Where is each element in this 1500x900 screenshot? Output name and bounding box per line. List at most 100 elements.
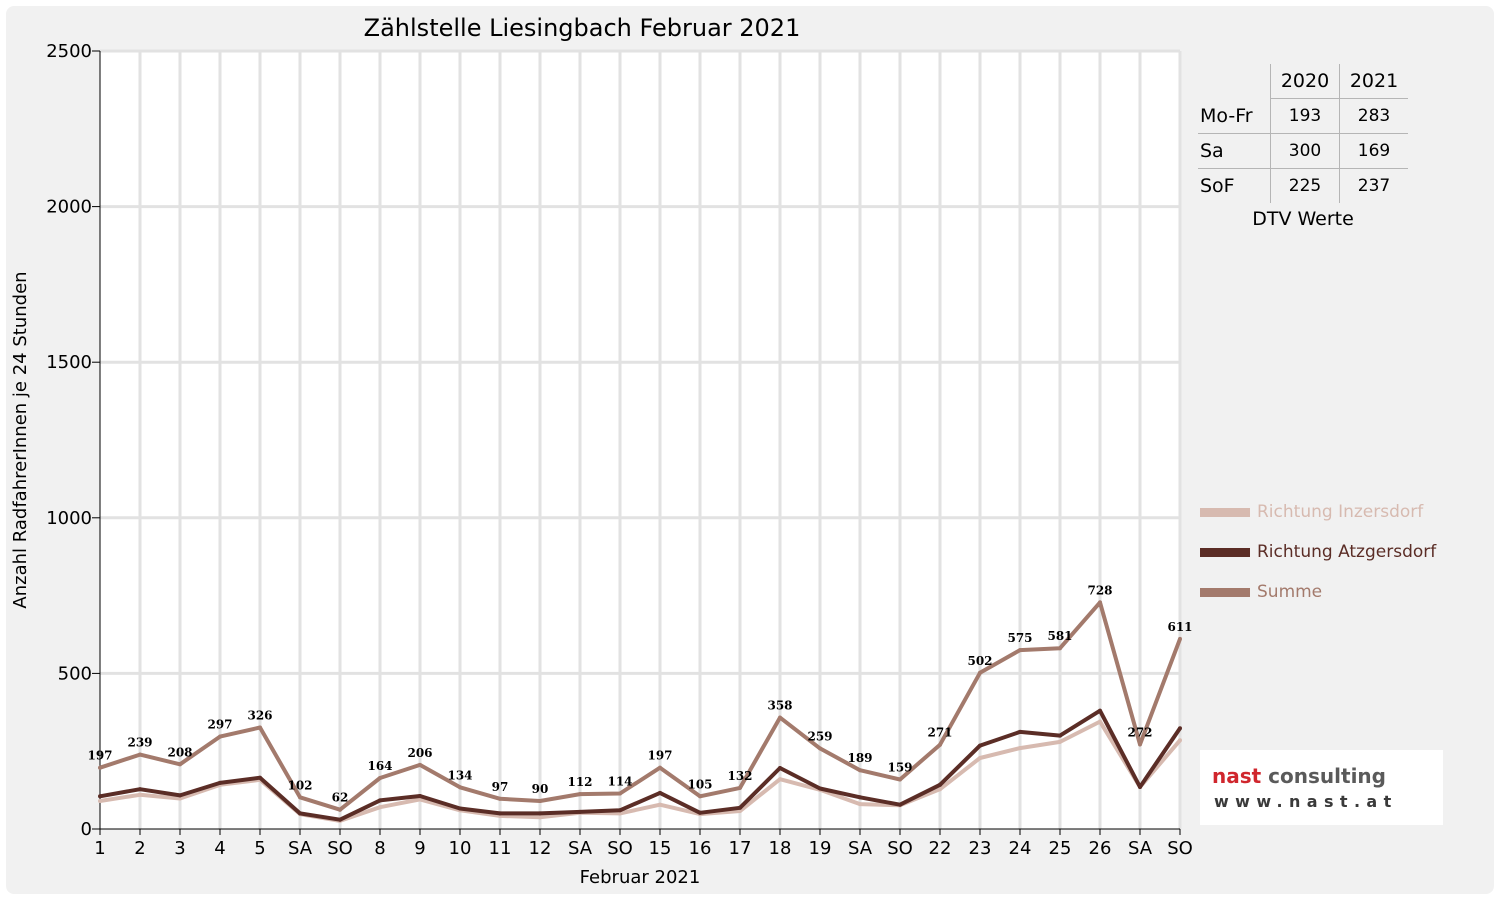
dtv-row-label: Sa <box>1198 133 1271 169</box>
x-tick-label: 15 <box>649 838 672 859</box>
dtv-cell: 283 <box>1339 98 1408 134</box>
logo-url: www.nast.at <box>1214 792 1398 811</box>
x-tick-label: 3 <box>174 838 185 859</box>
data-point <box>418 762 422 767</box>
data-point <box>1098 708 1102 713</box>
data-point <box>178 762 182 767</box>
data-point <box>138 787 142 792</box>
dtv-row-label: Mo-Fr <box>1198 98 1271 134</box>
legend-label: Summe <box>1257 582 1323 602</box>
data-point <box>698 794 702 799</box>
data-point <box>778 766 782 770</box>
dtv-table: 2020 2021 Mo-Fr 193 283 Sa 300 169 SoF 2… <box>1198 64 1408 203</box>
x-tick-label: 10 <box>449 838 472 859</box>
data-point <box>258 775 262 780</box>
y-tick-label: 1500 <box>46 352 92 373</box>
data-point <box>498 796 502 801</box>
data-label: 112 <box>567 775 592 789</box>
dtv-cell: 169 <box>1339 133 1408 169</box>
data-point <box>538 815 542 820</box>
data-point <box>898 802 902 807</box>
data-point <box>98 794 102 799</box>
data-point <box>98 799 102 803</box>
data-label: 132 <box>727 769 752 783</box>
x-tick-label: 25 <box>1049 838 1072 859</box>
x-tick-label: SA <box>848 838 873 859</box>
legend-swatch <box>1200 587 1250 597</box>
data-point <box>218 780 222 785</box>
legend-label: Richtung Atzgersdorf <box>1257 542 1437 562</box>
data-point <box>1018 648 1022 653</box>
data-label: 105 <box>687 777 712 791</box>
data-label: 358 <box>767 699 792 713</box>
y-tick-label: 2000 <box>46 197 92 218</box>
y-axis-title: Anzahl RadfahrerInnen je 24 Stunden <box>10 271 31 608</box>
data-point <box>338 807 342 812</box>
dtv-cell: 225 <box>1270 168 1340 203</box>
data-label: 102 <box>287 778 312 792</box>
data-label: 239 <box>127 736 152 750</box>
data-label: 728 <box>1087 583 1112 597</box>
data-point <box>258 725 262 730</box>
data-point <box>578 809 582 814</box>
data-point <box>138 752 142 757</box>
data-point <box>1058 733 1062 738</box>
data-point <box>778 777 782 782</box>
legend-item-summe: Summe <box>1200 572 1436 612</box>
legend-swatch <box>1200 547 1250 557</box>
y-tick-label: 2500 <box>46 41 92 62</box>
dtv-row-label: SoF <box>1200 175 1235 197</box>
x-tick-label: 23 <box>969 838 992 859</box>
data-point <box>178 793 182 798</box>
data-label: 575 <box>1007 631 1032 645</box>
x-tick-label: 18 <box>769 838 792 859</box>
data-point <box>978 743 982 748</box>
data-point <box>1098 600 1102 605</box>
legend-item-atzgersdorf: Richtung Atzgersdorf <box>1200 532 1436 572</box>
data-point <box>858 768 862 773</box>
x-tick-label: 16 <box>689 838 712 859</box>
data-point <box>658 790 662 795</box>
data-label: 326 <box>247 709 272 723</box>
series-lines <box>98 600 1182 823</box>
x-tick-label: SO <box>887 838 913 859</box>
legend-swatch <box>1200 507 1250 517</box>
data-point <box>378 776 382 780</box>
logo-name: nast consulting <box>1212 764 1386 788</box>
data-point <box>538 799 542 803</box>
data-labels: 197 239 208 297 326 102 62 164 206 134 97 90 112 114 1… <box>87 583 1192 804</box>
legend-label: Richtung Inzersdorf <box>1257 502 1424 522</box>
x-tick-label: 17 <box>729 838 752 859</box>
data-point <box>938 782 942 787</box>
logo-name-part2: consulting <box>1268 764 1386 788</box>
data-point <box>818 746 822 751</box>
y-tick-label: 0 <box>81 819 92 840</box>
grid-lines <box>100 49 1182 829</box>
data-point <box>698 810 702 815</box>
data-label: 189 <box>847 751 872 765</box>
x-tick-label: 11 <box>489 838 512 859</box>
x-axis-title: Februar 2021 <box>580 867 701 888</box>
data-point <box>338 817 342 822</box>
data-label: 159 <box>887 761 912 775</box>
x-tick-label: SO <box>327 838 353 859</box>
data-point <box>1178 636 1182 641</box>
logo-name-part1: nast <box>1212 764 1262 788</box>
x-tick-label: 19 <box>809 838 832 859</box>
data-point <box>1138 742 1142 747</box>
x-tick-label: SA <box>568 838 593 859</box>
data-point <box>738 809 742 813</box>
legend: Richtung Inzersdorf Richtung Atzgersdorf… <box>1200 492 1436 612</box>
data-point <box>98 765 102 770</box>
data-point <box>1058 646 1062 651</box>
data-point <box>538 811 542 816</box>
data-label: 114 <box>607 775 632 789</box>
data-label: 611 <box>1167 620 1192 634</box>
x-tick-label: 1 <box>94 838 105 859</box>
data-label: 272 <box>1127 725 1152 739</box>
data-label: 90 <box>532 782 549 796</box>
dtv-caption: DTV Werte <box>1252 208 1354 230</box>
data-point <box>738 805 742 810</box>
dtv-corner <box>1198 64 1271 99</box>
